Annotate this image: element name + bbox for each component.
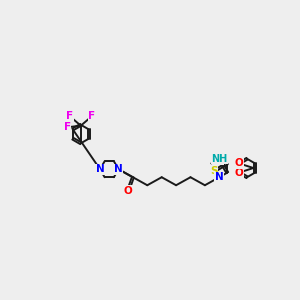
Text: N: N [215,172,224,182]
Text: O: O [235,158,243,168]
Text: F: F [88,111,96,121]
Text: O: O [124,186,133,196]
Text: NH: NH [211,154,227,164]
Text: F: F [64,122,71,132]
Text: N: N [114,164,123,174]
Text: F: F [66,111,73,121]
Text: O: O [215,154,224,164]
Text: O: O [235,168,243,178]
Text: N: N [96,164,104,174]
Text: N: N [96,164,104,174]
Text: S: S [210,167,218,176]
